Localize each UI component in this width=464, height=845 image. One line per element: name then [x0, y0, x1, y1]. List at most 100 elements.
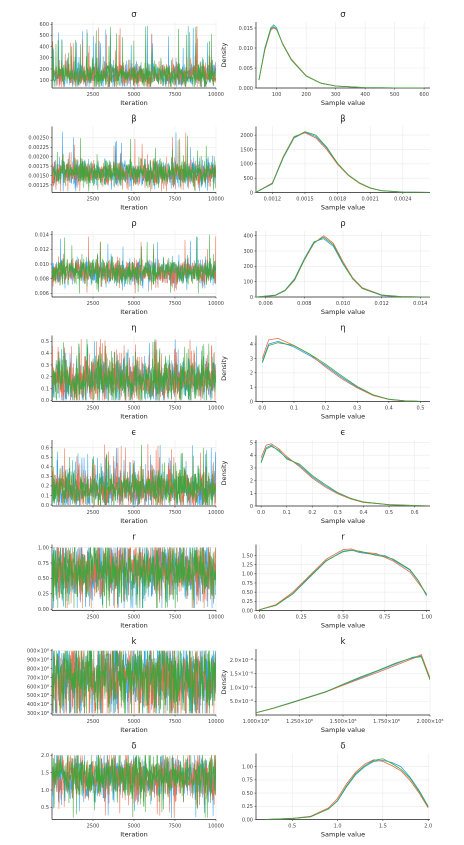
x-tick-label: 0.1 — [283, 510, 291, 516]
x-tick-label: 10000 — [208, 197, 224, 203]
x-tick-label: 7500 — [169, 615, 182, 621]
x-tick-label: 10000 — [208, 615, 224, 621]
x-tick-label: 0.00 — [254, 615, 265, 621]
x-tick-label: 0.25 — [296, 615, 307, 621]
x-tick-label: 0.1 — [290, 406, 298, 412]
density-line-chain-2 — [265, 759, 429, 820]
density-line-chain-3 — [260, 445, 428, 506]
panel-title: k — [132, 637, 137, 647]
y-axis-label: Density — [220, 460, 228, 485]
density-panel: 0.006 0.008 0.010 0.012 0.014 0 100 200 300 400 ρ S… — [243, 219, 430, 316]
density-line-chain-1 — [258, 24, 425, 88]
y-tick-label: 0.014 — [35, 232, 49, 238]
x-axis-label: Iteration — [120, 831, 148, 839]
y-tick-label: 2000 — [240, 133, 253, 139]
x-tick-label: 2500 — [87, 92, 100, 98]
x-tick-label: 1.500×10⁸ — [330, 719, 357, 725]
y-tick-label: 5 — [250, 440, 253, 446]
x-tick-label: 2500 — [87, 719, 100, 725]
x-axis-label: Sample value — [321, 204, 365, 212]
y-axis-label: Density — [220, 669, 228, 694]
y-tick-label: 1.0 — [41, 788, 49, 794]
x-tick-label: 5000 — [128, 510, 141, 516]
density-panel: 0.0 0.1 0.2 0.3 0.4 0.5 0 1 2 3 4 η Sample value Dens… — [220, 324, 430, 421]
plot-area — [52, 25, 216, 88]
y-tick-label: 0.25 — [38, 592, 49, 598]
density-panel: 0.0 0.1 0.2 0.3 0.4 0.5 0.6 0 1 2 3 4 5 ϵ Sample value… — [220, 428, 430, 525]
y-tick-label: 500×10⁸ — [27, 693, 49, 699]
x-tick-label: 7500 — [169, 406, 182, 412]
trace-line-chain-2 — [52, 650, 216, 715]
x-tick-label: 2500 — [87, 615, 100, 621]
y-tick-label: 0.2 — [41, 484, 49, 490]
panel-title: η — [340, 324, 345, 334]
density-line-chain-3 — [256, 656, 430, 714]
y-tick-label: 0.015 — [239, 26, 253, 32]
trace-line-chain-3 — [52, 26, 216, 88]
y-tick-label: 200 — [243, 264, 253, 270]
y-tick-label: 300 — [39, 56, 49, 62]
y-tick-label: 0.0 — [41, 398, 49, 404]
density-line-chain-2 — [260, 443, 428, 506]
x-tick-label: 5000 — [128, 301, 141, 307]
x-tick-label: 1.5 — [379, 824, 387, 830]
x-tick-label: 7500 — [169, 510, 182, 516]
panel-title: σ — [131, 10, 137, 20]
y-tick-label: 800×10⁸ — [27, 666, 49, 672]
density-line-chain-1 — [256, 131, 430, 193]
x-tick-label: 0.2 — [322, 406, 330, 412]
trace-panel: 2500 5000 7500 10000 0.0 0.1 0.2 0.3 0.4 0.5 η Iter… — [41, 324, 224, 421]
x-tick-label: 5000 — [128, 197, 141, 203]
x-axis-label: Sample value — [321, 726, 365, 734]
x-tick-label: 0.5 — [288, 824, 296, 830]
x-tick-label: 0.0018 — [329, 197, 347, 203]
y-tick-label: 0.00150 — [28, 173, 49, 179]
x-tick-label: 0.0012 — [264, 197, 282, 203]
panel-title: ϵ — [340, 428, 345, 438]
y-tick-label: 400×10⁸ — [27, 702, 49, 708]
y-tick-label: 1.25 — [242, 562, 253, 568]
y-tick-label: 0 — [250, 295, 253, 301]
x-tick-label: 5000 — [128, 615, 141, 621]
y-tick-label: 200 — [39, 67, 49, 73]
x-axis-label: Iteration — [120, 99, 148, 107]
x-axis-label: Sample value — [321, 99, 365, 107]
x-tick-label: 0.008 — [297, 301, 311, 307]
y-tick-label: 0.00200 — [28, 154, 49, 160]
x-axis-label: Sample value — [321, 413, 365, 421]
y-tick-label: 0.2 — [41, 375, 49, 381]
x-axis-label: Sample value — [321, 831, 365, 839]
plot-area — [256, 235, 430, 297]
x-axis-label: Sample value — [321, 517, 365, 525]
x-tick-label: 10000 — [208, 510, 224, 516]
y-tick-label: 1.5 — [41, 770, 49, 776]
x-tick-label: 7500 — [169, 197, 182, 203]
panel-title: η — [131, 324, 136, 334]
panel-title: σ — [340, 10, 346, 20]
x-tick-label: 2500 — [87, 301, 100, 307]
y-tick-label: 1 — [250, 491, 253, 497]
trace-line-chain-3 — [52, 339, 216, 401]
x-tick-label: 0.0024 — [394, 197, 412, 203]
x-tick-label: 0.5 — [417, 406, 425, 412]
x-tick-label: 7500 — [169, 719, 182, 725]
panel-title: r — [341, 533, 345, 543]
y-tick-label: 1.5×10⁻⁸ — [230, 672, 253, 678]
x-tick-label: 10000 — [208, 301, 224, 307]
y-tick-label: 400 — [39, 44, 49, 50]
density-panel: 100 200 300 400 500 600 0.000 0.005 0.010 0.015 σ S… — [220, 10, 430, 107]
y-tick-label: 2.0 — [41, 753, 49, 759]
y-tick-label: 1 — [250, 385, 253, 391]
density-panel: 1.000×10⁸ 1.250×10⁸ 1.500×10⁸ 1.750×10⁸ 2.00… — [220, 637, 443, 734]
density-line-chain-3 — [265, 758, 429, 820]
y-tick-label: 0.5 — [41, 455, 49, 461]
panel-title: r — [132, 533, 136, 543]
y-tick-label: 0.3 — [41, 363, 49, 369]
y-tick-label: 100 — [39, 78, 49, 84]
trace-panel: 2500 5000 7500 10000 0.00125 0.00150 0.00175 0.… — [28, 115, 224, 212]
trace-line-chain-3 — [52, 444, 216, 506]
trace-line-chain-3 — [52, 754, 216, 818]
y-tick-label: 0.010 — [35, 262, 49, 268]
y-tick-label: 0.4 — [41, 351, 49, 357]
